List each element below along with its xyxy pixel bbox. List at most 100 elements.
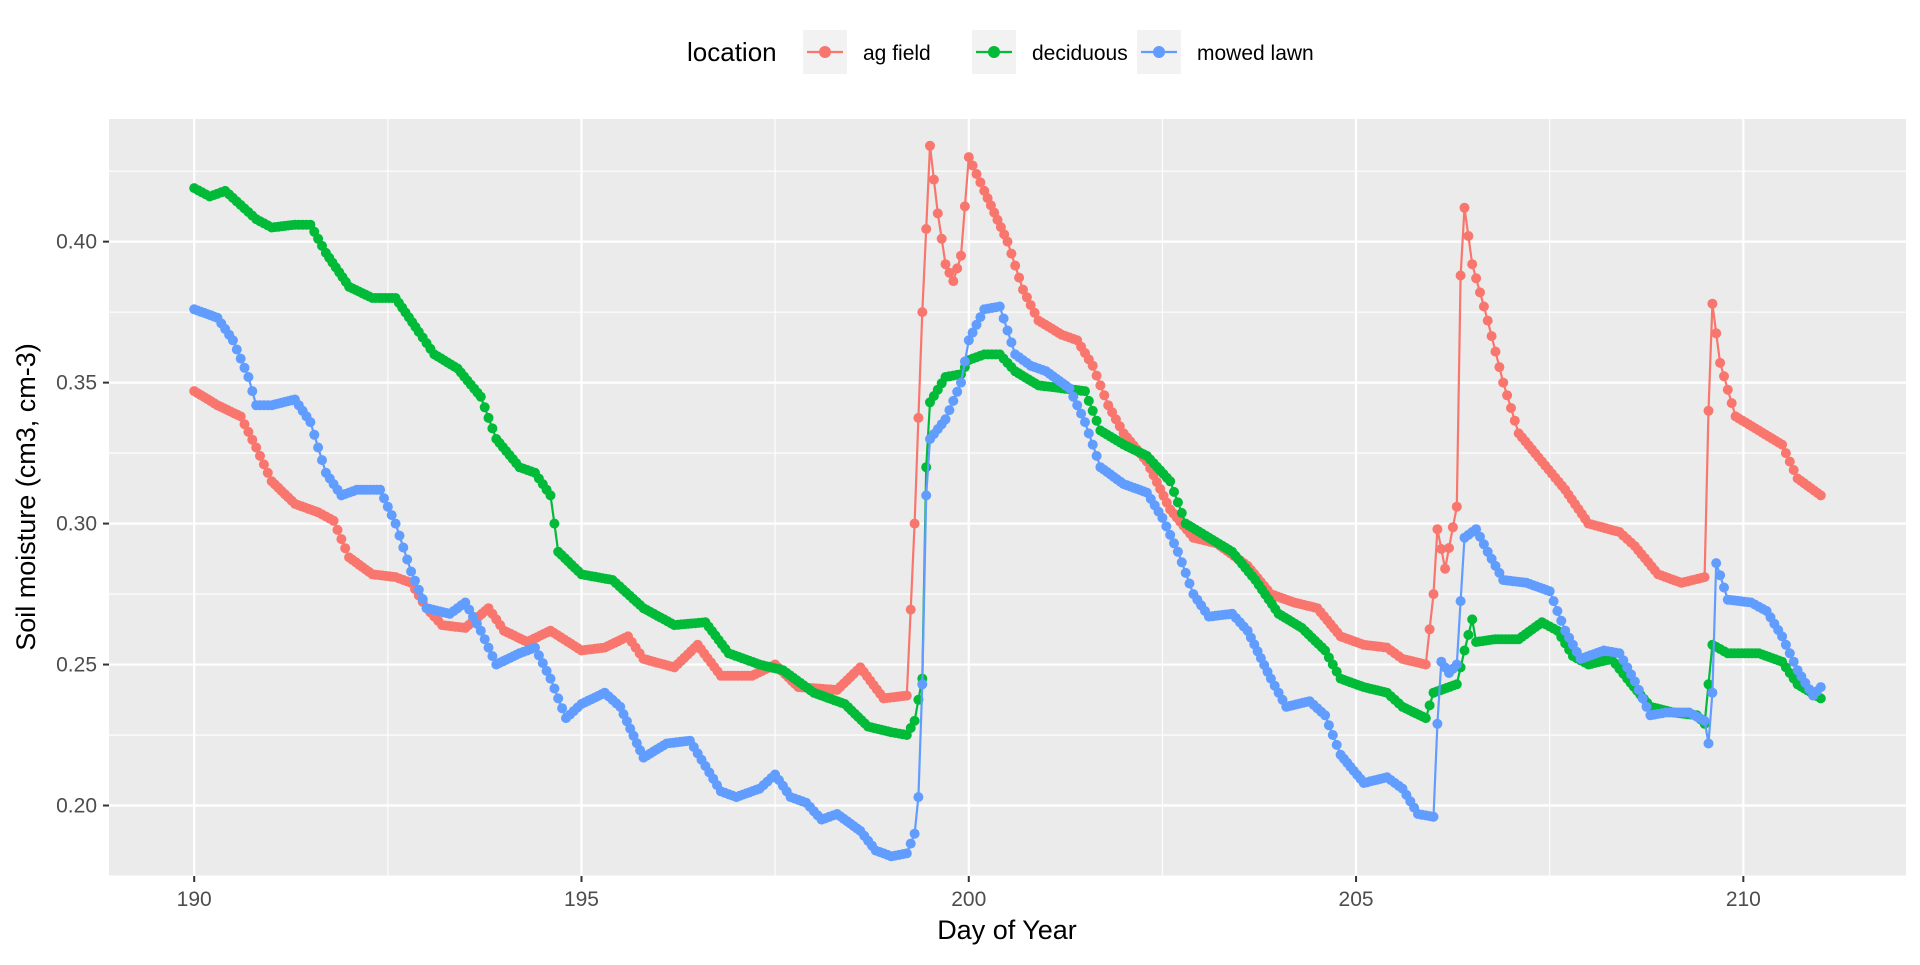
data-point-mowed-lawn [417, 594, 428, 604]
data-point-mowed-lawn [1471, 524, 1482, 535]
data-point-deciduous [1424, 700, 1435, 711]
data-point-mowed-lawn [1556, 615, 1567, 626]
data-point-mowed-lawn [386, 510, 397, 521]
data-point-ag-field [1726, 398, 1737, 409]
grid-major [109, 119, 1906, 876]
data-point-mowed-lawn [1478, 539, 1489, 550]
data-point-ag-field [1707, 298, 1718, 309]
data-point-ag-field [247, 434, 258, 445]
data-point-mowed-lawn [406, 566, 417, 577]
data-point-mowed-lawn [1184, 578, 1195, 589]
data-point-ag-field [1780, 448, 1791, 459]
data-point-mowed-lawn [475, 625, 486, 636]
x-tick-label: 205 [1339, 888, 1374, 911]
data-point-mowed-lawn [1068, 391, 1079, 402]
data-point-ag-field [956, 250, 966, 261]
data-point-mowed-lawn [1331, 739, 1342, 750]
data-point-mowed-lawn [549, 683, 560, 694]
data-point-mowed-lawn [545, 673, 556, 684]
data-point-ag-field [1432, 524, 1443, 535]
data-point-ag-field [1788, 465, 1799, 475]
data-point-mowed-lawn [487, 651, 498, 662]
data-point-mowed-lawn [1165, 529, 1176, 540]
data-point-deciduous [1091, 415, 1102, 426]
y-tick-label: 0.40 [56, 231, 97, 254]
data-point-ag-field [921, 224, 932, 234]
data-point-mowed-lawn [1633, 684, 1644, 695]
data-point-mowed-lawn [379, 493, 389, 504]
data-point-ag-field [1498, 377, 1509, 388]
data-point-mowed-lawn [1641, 701, 1652, 712]
data-point-ag-field [944, 267, 955, 278]
data-point-deciduous [1080, 386, 1090, 397]
data-point-mowed-lawn [1087, 439, 1098, 450]
data-point-deciduous [483, 412, 494, 423]
y-tick-label: 0.35 [56, 372, 97, 395]
legend-label-mowed-lawn: mowed lawn [1197, 42, 1314, 65]
data-point-ag-field [1486, 331, 1497, 342]
data-point-ag-field [909, 518, 920, 529]
data-point-mowed-lawn [1180, 567, 1191, 578]
data-point-mowed-lawn [1711, 558, 1722, 569]
data-point-mowed-lawn [1076, 408, 1087, 419]
data-point-ag-field [1777, 439, 1788, 450]
data-point-ag-field [251, 442, 262, 453]
data-point-ag-field [913, 412, 924, 423]
data-point-ag-field [975, 177, 986, 188]
data-point-mowed-lawn [231, 344, 242, 355]
data-point-mowed-lawn [1327, 730, 1338, 740]
data-point-ag-field [1099, 390, 1110, 401]
data-point-mowed-lawn [909, 828, 920, 839]
data-point-mowed-lawn [1320, 710, 1331, 721]
data-point-deciduous [1087, 405, 1098, 416]
data-point-mowed-lawn [305, 417, 316, 428]
data-point-deciduous [1703, 679, 1714, 690]
data-point-ag-field [1420, 659, 1431, 670]
data-point-ag-field [971, 169, 982, 179]
data-point-mowed-lawn [309, 429, 320, 440]
data-point-mowed-lawn [944, 405, 955, 416]
data-point-mowed-lawn [917, 679, 928, 690]
data-point-mowed-lawn [533, 650, 544, 661]
data-point-ag-field [1021, 292, 1032, 303]
data-point-mowed-lawn [1455, 596, 1466, 607]
data-point-mowed-lawn [1637, 693, 1648, 704]
data-point-ag-field [1087, 360, 1098, 371]
data-point-ag-field [1815, 490, 1826, 501]
data-point-mowed-lawn [541, 665, 552, 676]
data-point-mowed-lawn [313, 442, 324, 453]
data-point-deciduous [1172, 497, 1183, 508]
data-point-ag-field [925, 140, 935, 151]
data-point-ag-field [932, 208, 943, 219]
data-point-mowed-lawn [901, 848, 912, 859]
data-point-mowed-lawn [317, 455, 327, 466]
data-point-ag-field [917, 307, 928, 318]
data-point-ag-field [1494, 362, 1505, 373]
data-point-ag-field [901, 690, 912, 701]
axes: 190 195 200 205 210 0.20 0.25 0.30 0.35 0.40 [56, 231, 1761, 911]
x-axis-title: Day of Year [937, 915, 1077, 945]
data-point-ag-field [1447, 522, 1458, 533]
data-point-mowed-lawn [921, 490, 932, 501]
data-point-mowed-lawn [1172, 546, 1183, 557]
data-point-ag-field [967, 160, 978, 171]
data-point-mowed-lawn [537, 658, 548, 669]
data-point-mowed-lawn [1788, 656, 1799, 667]
data-point-ag-field [1471, 273, 1482, 284]
data-point-deciduous [549, 518, 560, 529]
data-point-mowed-lawn [1091, 450, 1102, 461]
x-tick-label: 195 [564, 888, 599, 911]
data-point-mowed-lawn [382, 501, 393, 512]
data-point-ag-field [243, 426, 254, 437]
data-point-ag-field [1711, 328, 1722, 339]
data-point-mowed-lawn [1161, 521, 1172, 532]
data-point-deciduous [479, 402, 490, 413]
data-point-mowed-lawn [1715, 570, 1726, 581]
data-point-mowed-lawn [948, 395, 959, 406]
data-point-mowed-lawn [971, 319, 982, 330]
data-point-ag-field [1095, 380, 1106, 391]
data-point-ag-field [340, 543, 351, 554]
data-point-mowed-lawn [1699, 715, 1710, 726]
data-point-deciduous [1165, 476, 1176, 487]
